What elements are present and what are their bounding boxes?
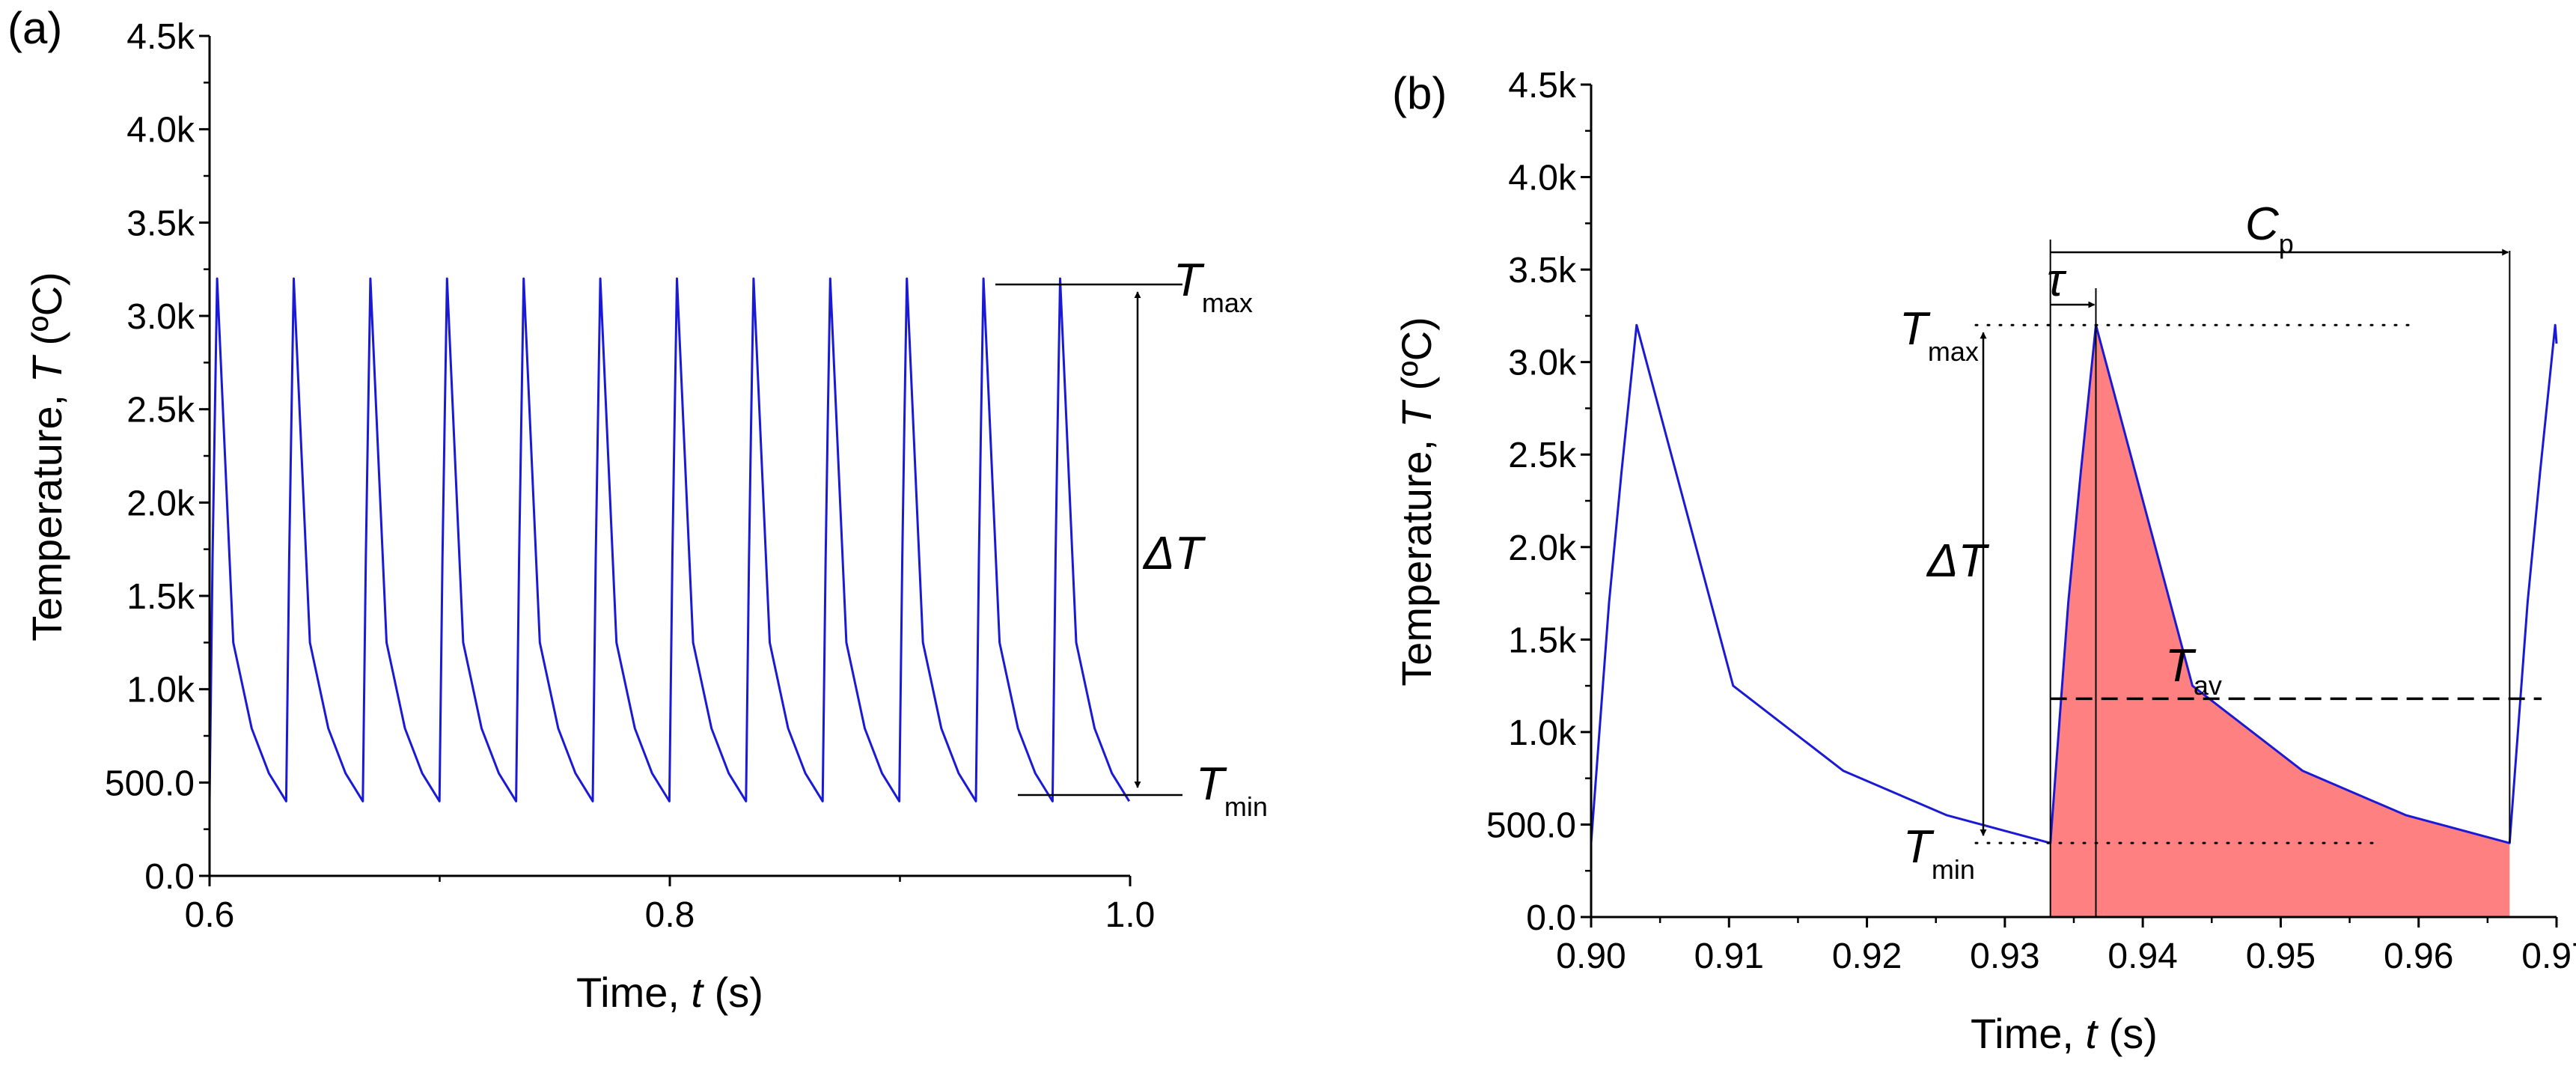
x-tick-label: 0.95 — [2246, 937, 2316, 976]
panel-a-tmax-label: Tmax — [1173, 255, 1253, 318]
x-tick-label: 0.92 — [1832, 937, 1902, 976]
panel-b-chart: (b) 0.0 500.0 1.0k 1.5k 2.0k 2.5k 3.0k 3.5k 4.0k… — [1392, 66, 2576, 1057]
y-tick-label: 2.5k — [1508, 436, 1577, 475]
panel-b-y-axis-ticks: 0.0 500.0 1.0k 1.5k 2.0k 2.5k 3.0k 3.5k 4.0k 4.5k — [1486, 66, 1591, 938]
x-tick-label: 0.91 — [1694, 937, 1764, 976]
panel-a-plot-frame — [208, 36, 1130, 877]
y-tick-label: 3.5k — [1508, 251, 1577, 290]
panel-a-tmin-label: Tmin — [1196, 758, 1268, 822]
panel-b-temperature-series — [1590, 323, 2558, 844]
y-tick-label: 0.0 — [1526, 898, 1576, 938]
y-tick-label: 2.5k — [126, 391, 195, 430]
y-tick-label: 3.0k — [1508, 344, 1577, 383]
panel-a-x-axis-ticks: 0.6 0.8 1.0 — [185, 876, 1156, 935]
x-tick-label: 0.6 — [185, 895, 235, 935]
panel-b-tav-label: Tav — [2165, 640, 2222, 701]
y-tick-label: 2.0k — [1508, 529, 1577, 568]
panel-a-x-axis-label: Time, t (s) — [576, 969, 763, 1016]
x-tick-label: 0.96 — [2384, 937, 2453, 976]
panel-a-label: (a) — [7, 3, 62, 53]
y-tick-label: 4.5k — [126, 17, 195, 57]
x-tick-label: 1.0 — [1105, 895, 1156, 935]
panel-b-delta-t-label: ΔT — [1926, 535, 1990, 587]
y-tick-label: 1.5k — [1508, 621, 1577, 660]
panel-a-delta-t-label: ΔT — [1142, 528, 1206, 579]
panel-b-plot-frame — [1590, 85, 2557, 919]
y-tick-label: 4.0k — [1508, 159, 1577, 198]
panel-b-tau-label: τ — [2047, 255, 2067, 306]
panel-b-tmin-label: Tmin — [1903, 821, 1975, 885]
x-tick-label: 0.93 — [1970, 937, 2039, 976]
panel-b-label: (b) — [1392, 68, 1447, 118]
x-tick-label: 0.90 — [1556, 937, 1626, 976]
x-tick-label: 0.97 — [2521, 937, 2576, 976]
y-tick-label: 0.0 — [144, 857, 195, 897]
panel-b-shaded-cycle-area — [2050, 325, 2510, 917]
y-tick-label: 1.0k — [1508, 713, 1577, 753]
panel-a-y-axis-ticks: 0.0 500.0 1.0k 1.5k 2.0k 2.5k 3.0k 3.5k 4.0k 4.5k — [105, 17, 210, 897]
y-tick-label: 2.0k — [126, 484, 195, 523]
panel-a-temperature-series — [208, 277, 1131, 803]
y-tick-label: 500.0 — [105, 764, 195, 803]
panel-a-y-axis-label: Temperature, T (ºC) — [23, 272, 70, 641]
y-tick-label: 4.0k — [126, 111, 195, 150]
x-tick-label: 0.8 — [645, 895, 695, 935]
y-tick-label: 3.0k — [126, 297, 195, 337]
panel-b-x-axis-ticks: 0.90 0.91 0.92 0.93 0.94 0.95 0.96 0.97 — [1556, 917, 2576, 976]
panel-b-x-axis-label: Time, t (s) — [1971, 1010, 2158, 1057]
panel-b-cp-label: Cp — [2245, 198, 2294, 259]
x-tick-label: 0.94 — [2108, 937, 2177, 976]
y-tick-label: 500.0 — [1486, 805, 1576, 845]
panel-b-y-axis-label: Temperature, T (ºC) — [1393, 317, 1440, 686]
y-tick-label: 1.5k — [126, 577, 195, 617]
panel-b-tmax-label: Tmax — [1899, 303, 1979, 367]
y-tick-label: 1.0k — [126, 671, 195, 710]
y-tick-label: 3.5k — [126, 204, 195, 243]
y-tick-label: 4.5k — [1508, 66, 1577, 106]
panel-a-chart: (a) 0.0 500.0 1.0k 1.5k 2.0k 2.5k 3.0k 3.5k 4.0k… — [7, 3, 1268, 1016]
